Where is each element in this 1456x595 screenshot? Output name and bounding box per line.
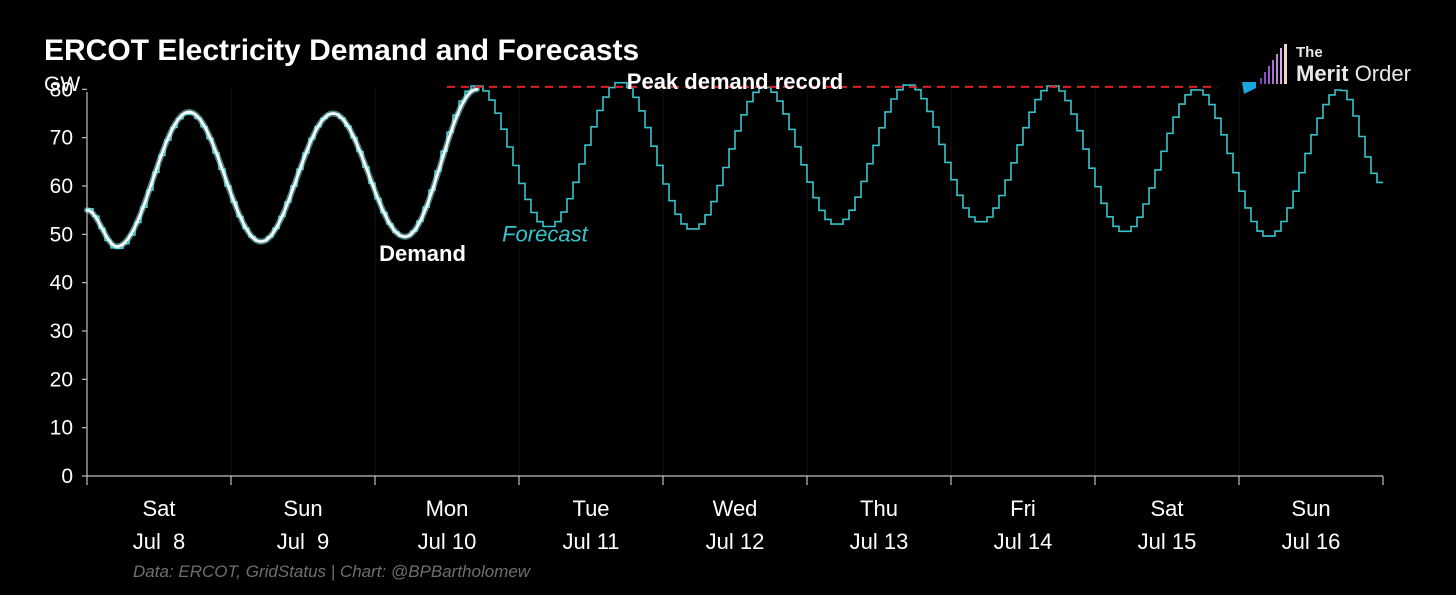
y-tick-label: 80: [50, 78, 73, 101]
x-tick-label-date: Jul 14: [994, 529, 1053, 554]
x-tick-label-date: Jul 10: [418, 529, 477, 554]
x-tick-label-date: Jul 8: [133, 529, 186, 554]
x-tick-label-date: Jul 9: [277, 529, 330, 554]
logo-wordmark: Merit Order: [1296, 61, 1411, 87]
x-tick-label-date: Jul 12: [706, 529, 765, 554]
merit-order-logo: The Merit Order: [1240, 44, 1440, 100]
forecast-series-label: Forecast: [502, 222, 588, 247]
x-tick-label-day: Sat: [142, 496, 175, 521]
x-tick-label-day: Fri: [1010, 496, 1036, 521]
y-tick-label: 70: [50, 127, 73, 150]
x-tick-label-date: Jul 13: [850, 529, 909, 554]
x-tick-label-date: Jul 15: [1138, 529, 1197, 554]
x-tick-label-date: Jul 11: [562, 529, 619, 554]
x-tick-label-day: Tue: [572, 496, 609, 521]
x-tick-label-date: Jul 16: [1282, 529, 1341, 554]
logo-the: The: [1296, 44, 1323, 61]
peak-record-label: Peak demand record: [627, 69, 843, 94]
logo-bars-icon: [1242, 44, 1287, 94]
logo-order: Order: [1354, 61, 1411, 86]
demand-series-label: Demand: [379, 241, 466, 266]
y-tick-label: 60: [50, 175, 73, 198]
source-note: Data: ERCOT, GridStatus | Chart: @BPBart…: [133, 562, 531, 581]
x-tick-label-day: Mon: [426, 496, 469, 521]
logo-merit: Merit: [1296, 61, 1349, 86]
y-tick-label: 40: [50, 272, 73, 295]
y-tick-label: 30: [50, 320, 73, 343]
y-tick-label: 50: [50, 223, 73, 246]
x-tick-label-day: Sat: [1150, 496, 1183, 521]
y-tick-label: 0: [61, 465, 73, 488]
y-tick-label: 10: [50, 417, 73, 440]
x-tick-label-day: Sun: [283, 496, 322, 521]
x-tick-label-day: Wed: [713, 496, 758, 521]
x-tick-label-day: Thu: [860, 496, 898, 521]
demand-series-line: [85, 88, 479, 248]
x-tick-label-day: Sun: [1291, 496, 1330, 521]
y-tick-label: 20: [50, 368, 73, 391]
y-axis-label: GW: [44, 73, 81, 96]
chart-title: ERCOT Electricity Demand and Forecasts: [44, 34, 640, 67]
